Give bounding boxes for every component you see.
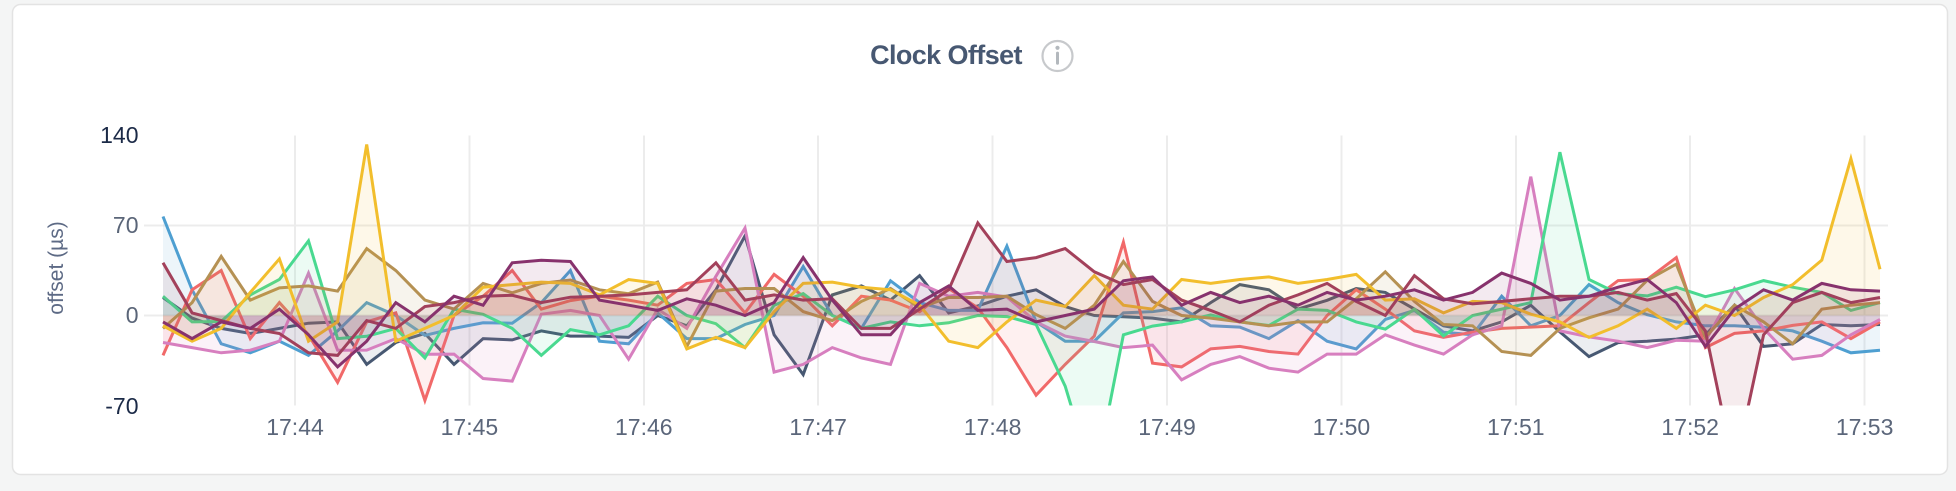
- svg-text:17:44: 17:44: [266, 414, 324, 440]
- svg-text:Clock Offset: Clock Offset: [870, 40, 1022, 70]
- svg-text:offset (µs): offset (µs): [45, 221, 68, 314]
- svg-text:17:46: 17:46: [615, 414, 673, 440]
- svg-text:0: 0: [126, 302, 139, 328]
- svg-text:17:47: 17:47: [789, 414, 847, 440]
- svg-text:140: 140: [100, 122, 138, 148]
- svg-text:17:51: 17:51: [1487, 414, 1545, 440]
- svg-text:-70: -70: [105, 393, 138, 419]
- svg-text:17:48: 17:48: [964, 414, 1022, 440]
- svg-text:70: 70: [113, 212, 139, 238]
- svg-text:17:50: 17:50: [1313, 414, 1371, 440]
- svg-text:17:45: 17:45: [441, 414, 499, 440]
- svg-text:17:53: 17:53: [1836, 414, 1894, 440]
- svg-text:17:52: 17:52: [1661, 414, 1719, 440]
- svg-text:17:49: 17:49: [1138, 414, 1196, 440]
